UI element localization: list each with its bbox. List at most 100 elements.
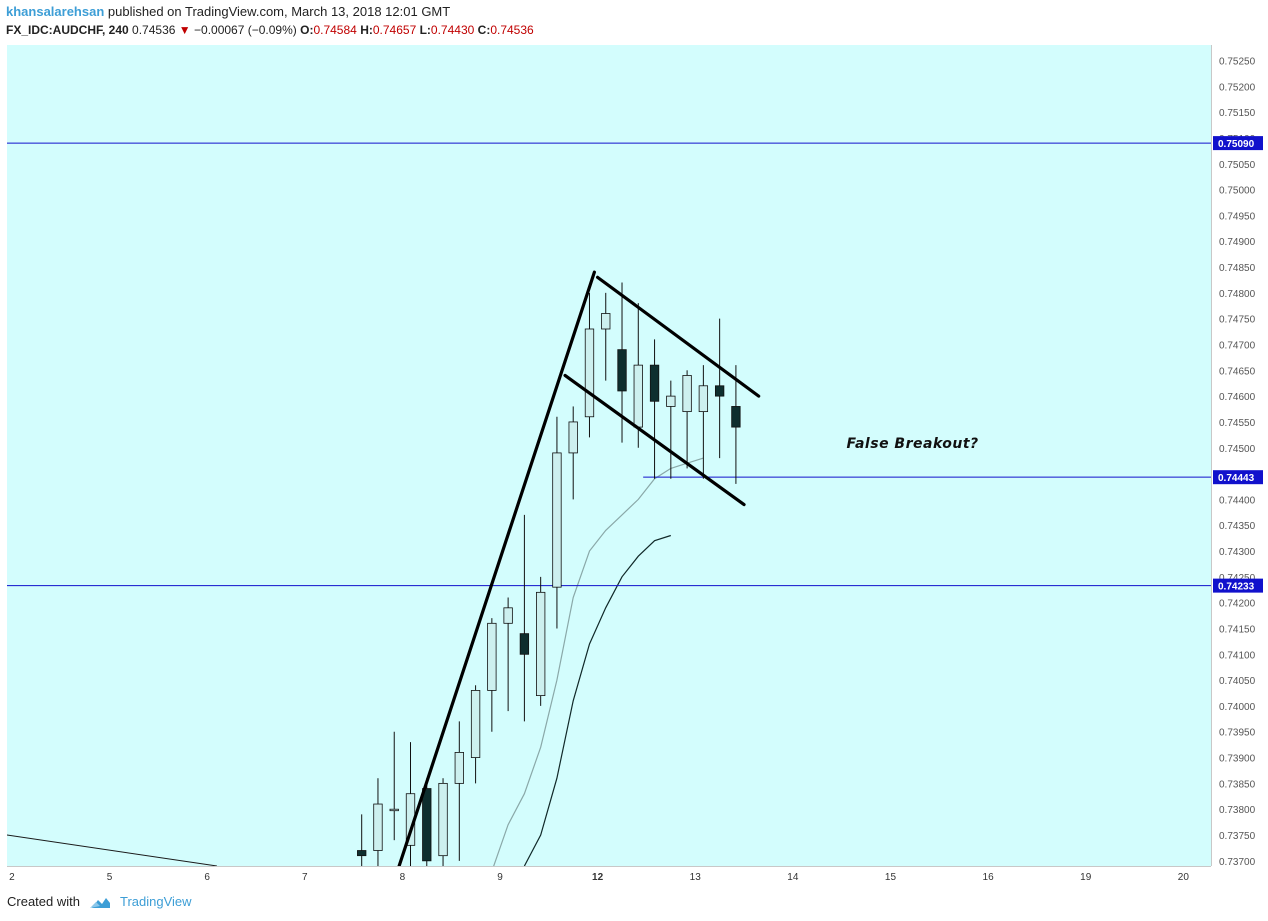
change-value: −0.00067 (−0.09%) — [194, 23, 297, 37]
candle — [666, 380, 676, 479]
price-label-box — [1213, 470, 1263, 485]
candle-body — [373, 803, 383, 851]
author-link[interactable]: khansalarehsan — [6, 4, 105, 19]
low-value: 0.74430 — [430, 23, 475, 37]
candle-body — [649, 364, 660, 402]
y-tick-label: 0.74850 — [1219, 263, 1256, 274]
candle-body — [389, 808, 399, 812]
y-tick-label: 0.74000 — [1219, 702, 1256, 713]
candle-body — [666, 395, 676, 407]
candle-body — [487, 622, 497, 691]
candle — [584, 292, 595, 438]
y-tick-label: 0.74100 — [1219, 650, 1256, 661]
x-tick-label: 12 — [592, 872, 604, 883]
candle-body — [422, 788, 432, 862]
y-tick-label: 0.73800 — [1219, 805, 1256, 816]
x-tick-label: 13 — [690, 872, 702, 883]
y-tick-label: 0.73750 — [1219, 831, 1256, 842]
change-down-arrow-icon: ▼ — [178, 23, 191, 37]
close-value: 0.74536 — [490, 23, 534, 37]
y-tick-label: 0.74950 — [1219, 211, 1256, 222]
candle-body — [731, 406, 741, 428]
y-tick-label: 0.75150 — [1219, 108, 1256, 119]
candle — [601, 292, 611, 381]
y-tick-label: 0.74900 — [1219, 237, 1256, 248]
y-tick-label: 0.74500 — [1219, 444, 1256, 455]
candle — [454, 721, 464, 861]
low-label: L: — [419, 23, 431, 37]
candle-body — [454, 752, 464, 784]
candle — [438, 778, 448, 866]
high-value: 0.74657 — [372, 23, 417, 37]
symbol-label: FX_IDC:AUDCHF, 240 — [6, 23, 129, 37]
y-tick-label: 0.74600 — [1219, 392, 1256, 403]
candle — [389, 731, 399, 841]
candle-body — [470, 690, 481, 758]
tradingview-logo-text[interactable]: TradingView — [119, 894, 192, 909]
open-label: O: — [300, 23, 314, 37]
candle-body — [698, 385, 709, 413]
y-tick-label: 0.75250 — [1219, 56, 1256, 67]
y-tick-label: 0.74550 — [1219, 418, 1256, 429]
price-label-text: 0.74233 — [1218, 582, 1255, 593]
y-tick-label: 0.74800 — [1219, 289, 1256, 300]
x-tick-label: 2 — [9, 872, 15, 883]
y-tick-label: 0.73950 — [1219, 728, 1256, 739]
candle — [698, 365, 709, 479]
x-tick-label: 15 — [885, 872, 897, 883]
ma-line-tail — [7, 834, 217, 866]
close-label: C: — [477, 23, 491, 37]
price-label-text: 0.74443 — [1218, 473, 1255, 484]
candle-body — [552, 452, 562, 588]
trendline — [596, 275, 761, 398]
trendline — [397, 270, 596, 866]
y-tick-label: 0.75000 — [1219, 186, 1256, 197]
y-tick-label: 0.74050 — [1219, 676, 1256, 687]
candle-body — [568, 421, 578, 454]
candle-body — [438, 782, 448, 857]
candle — [470, 685, 481, 784]
candle — [422, 778, 432, 866]
y-tick-label: 0.74750 — [1219, 315, 1256, 326]
candle — [714, 318, 725, 459]
x-tick-label: 9 — [497, 872, 503, 883]
candle-body — [714, 385, 725, 397]
candle — [731, 365, 741, 484]
candle — [357, 814, 367, 866]
y-tick-label: 0.74150 — [1219, 624, 1256, 635]
candle-body — [357, 850, 367, 857]
y-tick-label: 0.74700 — [1219, 340, 1256, 351]
y-tick-label: 0.73900 — [1219, 754, 1256, 765]
candle-body — [519, 633, 530, 655]
published-text: published on TradingView.com, March 13, … — [107, 4, 451, 19]
candle-body — [584, 328, 595, 418]
y-tick-label: 0.74250 — [1219, 573, 1256, 584]
x-tick-label: 8 — [400, 872, 406, 883]
price-label-box — [1213, 578, 1263, 593]
x-tick-label: 20 — [1178, 872, 1190, 883]
x-tick-label: 7 — [302, 872, 308, 883]
y-tick-label: 0.74300 — [1219, 547, 1256, 558]
y-tick-label: 0.73850 — [1219, 779, 1256, 790]
price-label-box — [1213, 136, 1263, 151]
high-label: H: — [360, 23, 373, 37]
x-tick-label: 6 — [204, 872, 210, 883]
candle — [552, 416, 562, 629]
y-tick-label: 0.75050 — [1219, 160, 1256, 171]
candle-body — [601, 313, 611, 330]
footer: Created with TradingView — [7, 894, 192, 909]
candle — [373, 778, 383, 866]
plot-layer: False Breakout? — [7, 142, 1211, 866]
y-tick-label: 0.74650 — [1219, 366, 1256, 377]
trendline — [563, 373, 746, 507]
candle — [487, 618, 497, 732]
symbol-ohlc-bar: FX_IDC:AUDCHF, 240 0.74536 ▼ −0.00067 (−… — [6, 21, 534, 39]
plot-area — [7, 45, 1211, 866]
candle — [682, 370, 692, 469]
x-tick-label: 14 — [787, 872, 799, 883]
candle-body — [633, 364, 643, 428]
x-tick-label: 5 — [107, 872, 113, 883]
candle-body — [682, 375, 692, 413]
candle — [568, 406, 578, 500]
